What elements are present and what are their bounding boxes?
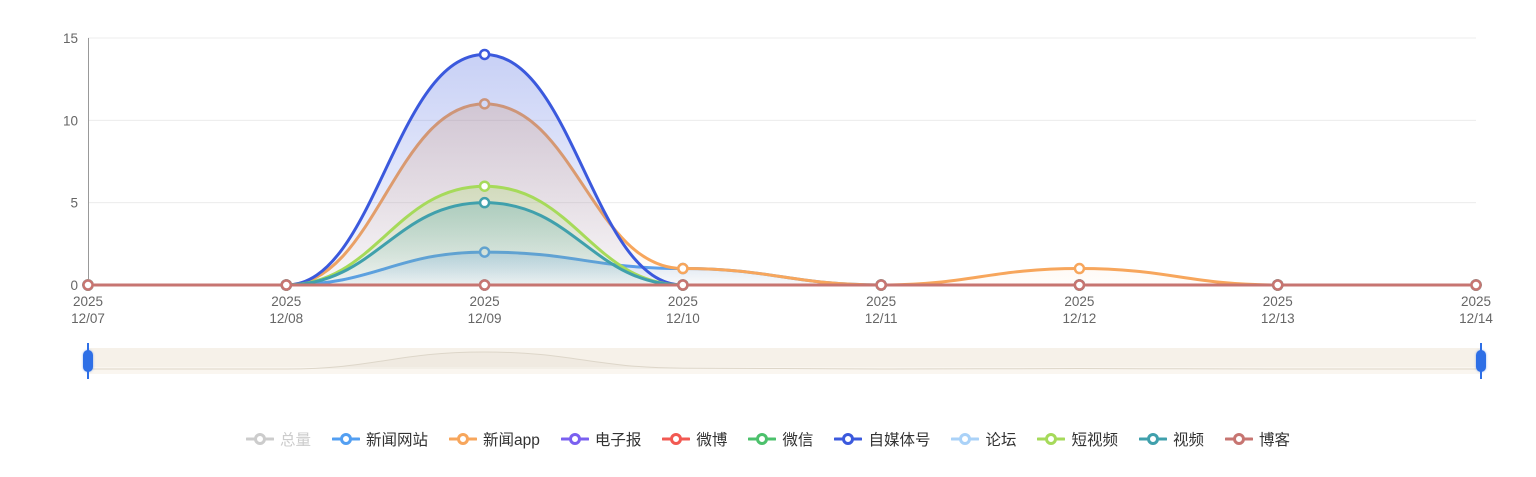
y-axis-tick-label: 10 <box>63 113 78 128</box>
x-axis-tick-year: 2025 <box>668 294 698 309</box>
legend-item-电子报[interactable]: 电子报 <box>560 428 642 450</box>
legend-item-微博[interactable]: 微博 <box>662 428 727 450</box>
x-axis-tick-year: 2025 <box>866 294 896 309</box>
legend-line-marker-icon <box>1225 433 1253 445</box>
legend: 总量 新闻网站 新闻app 电子报 微博 微信 自媒体号 论坛 短视频 视频 博客 <box>0 424 1536 454</box>
legend-line-marker-icon <box>951 433 980 445</box>
x-axis-tick-date: 12/12 <box>1063 311 1097 326</box>
legend-label: 电子报 <box>594 432 642 449</box>
x-axis-tick-date: 12/11 <box>865 311 898 326</box>
legend-line-marker-icon <box>449 433 478 445</box>
legend-line-marker-icon <box>1037 433 1066 445</box>
legend-line-marker-icon <box>662 433 691 445</box>
series-area-短视频 <box>88 186 1476 285</box>
series-area-自媒体号 <box>88 54 1476 285</box>
x-axis-tick-date: 12/07 <box>71 311 105 326</box>
datazoom-shadow-area <box>88 352 1481 369</box>
legend-item-自媒体号[interactable]: 自媒体号 <box>834 428 930 450</box>
data-point-自媒体号[interactable] <box>478 48 491 61</box>
legend-label: 博客 <box>1259 432 1291 449</box>
legend-label: 新闻网站 <box>366 432 429 449</box>
legend-item-微信[interactable]: 微信 <box>748 428 813 450</box>
series-line-自媒体号 <box>86 52 1478 287</box>
datazoom-handle-grip-icon[interactable] <box>83 350 93 372</box>
data-point-新闻app[interactable] <box>1073 262 1086 275</box>
data-point-短视频[interactable] <box>478 180 491 192</box>
data-point-博客[interactable] <box>875 279 887 291</box>
x-axis-tick-date: 12/13 <box>1261 311 1295 326</box>
legend-item-博客[interactable]: 博客 <box>1225 428 1290 450</box>
data-point-博客[interactable] <box>1470 279 1482 291</box>
series-line-新闻app <box>86 102 1478 287</box>
x-axis-tick-year: 2025 <box>73 294 103 309</box>
x-axis-tick-year: 2025 <box>1263 294 1293 309</box>
legend-label: 微博 <box>696 432 728 449</box>
legend-item-总量[interactable]: 总量 <box>245 428 311 450</box>
x-axis-tick-year: 2025 <box>1064 294 1094 309</box>
line-chart-plot[interactable]: 0 5 10 15 2025 12/07 2025 12/08 2025 12/09 2025 12/… <box>0 0 1536 340</box>
y-axis-tick-label: 5 <box>70 196 78 211</box>
data-point-博客[interactable] <box>1271 279 1284 291</box>
legend-label: 微信 <box>782 432 814 449</box>
legend-line-marker-icon <box>332 433 360 445</box>
series-line-视频 <box>86 201 1478 287</box>
series-line-短视频 <box>86 184 1478 287</box>
x-axis-tick-date: 12/10 <box>666 311 700 326</box>
datazoom-handle-grip-icon[interactable] <box>1476 350 1486 372</box>
x-axis-tick-year: 2025 <box>271 294 301 309</box>
data-point-博客[interactable] <box>478 279 491 291</box>
legend-label: 短视频 <box>1071 432 1118 449</box>
legend-item-论坛[interactable]: 论坛 <box>951 428 1016 450</box>
x-axis-tick-year: 2025 <box>470 294 500 309</box>
legend-line-marker-icon <box>245 433 274 445</box>
datazoom-right-handle[interactable] <box>1476 343 1486 379</box>
datazoom-slider[interactable] <box>83 343 1486 379</box>
datazoom-data-shadow <box>88 351 1481 370</box>
x-axis-tick-date: 12/09 <box>468 311 502 326</box>
legend-label: 总量 <box>279 432 311 449</box>
data-point-新闻app[interactable] <box>677 262 689 275</box>
legend-label: 新闻app <box>483 432 540 449</box>
y-axis-tick-label: 0 <box>70 278 78 293</box>
data-point-博客[interactable] <box>677 279 689 291</box>
legend-label: 论坛 <box>985 432 1017 449</box>
series-area-视频 <box>88 202 1476 285</box>
legend-item-新闻网站[interactable]: 新闻网站 <box>332 428 428 450</box>
data-point-博客[interactable] <box>280 279 293 291</box>
legend-line-marker-icon <box>1138 433 1167 445</box>
legend-item-短视频[interactable]: 短视频 <box>1037 428 1118 450</box>
data-point-视频[interactable] <box>478 196 491 209</box>
series-area-新闻app <box>88 103 1476 285</box>
data-point-博客[interactable] <box>82 279 94 291</box>
legend-item-新闻app[interactable]: 新闻app <box>449 428 540 450</box>
legend-line-marker-icon <box>560 433 589 445</box>
legend-line-marker-icon <box>748 433 777 445</box>
legend-label: 视频 <box>1172 432 1204 449</box>
legend-label: 自媒体号 <box>868 432 931 449</box>
legend-item-视频[interactable]: 视频 <box>1138 428 1204 450</box>
datazoom-shadow-line <box>88 351 1476 370</box>
x-axis-tick-date: 12/14 <box>1459 311 1493 326</box>
datazoom-left-handle[interactable] <box>83 343 93 379</box>
legend-line-marker-icon <box>834 433 863 445</box>
y-axis-tick-label: 15 <box>63 31 78 46</box>
x-axis-tick-year: 2025 <box>1461 294 1491 309</box>
x-axis-tick-date: 12/08 <box>269 311 303 326</box>
data-point-博客[interactable] <box>1073 279 1086 291</box>
